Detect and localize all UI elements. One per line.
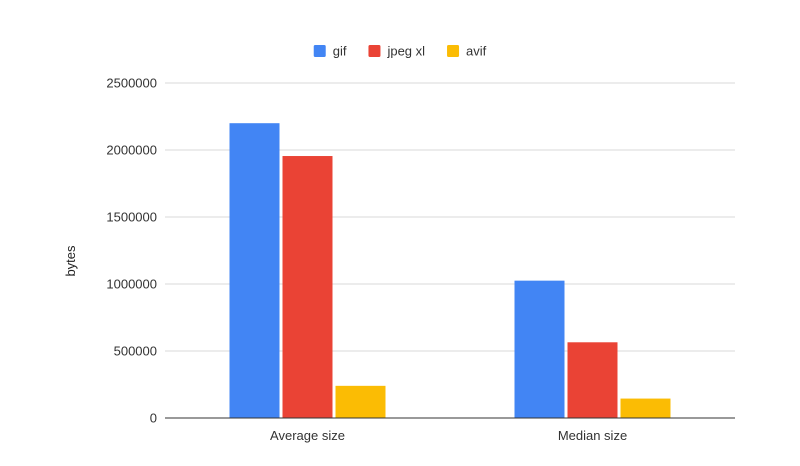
y-tick-label: 0 [150,411,157,426]
legend-swatch [368,45,381,57]
bar-gif-median-size [514,280,565,418]
y-tick-label: 2500000 [106,76,157,91]
legend-swatch [447,45,460,57]
y-axis-label: bytes [63,245,78,277]
y-tick-label: 2000000 [106,143,157,158]
legend-swatch [313,45,326,57]
bar-avif-median-size [620,398,671,418]
bar-jpeg-xl-average-size [282,156,333,418]
legend-item-jpeg-xl: jpeg xl [368,44,425,59]
y-tick-label: 500000 [114,344,157,359]
legend: gif jpeg xl avif [313,44,487,59]
legend-label: avif [466,44,487,59]
y-tick-label: 1500000 [106,210,157,225]
bar-jpeg-xl-median-size [567,342,618,418]
legend-item-avif: avif [447,44,487,59]
x-tick-label: Average size [270,428,345,443]
legend-label: jpeg xl [386,44,425,59]
bars [229,123,671,418]
x-tick-label: Median size [558,428,627,443]
x-axis-ticks: Average size Median size [270,428,627,443]
bar-avif-average-size [335,385,386,418]
bar-gif-average-size [229,123,280,418]
y-tick-label: 1000000 [106,277,157,292]
legend-item-gif: gif [313,44,347,59]
y-axis-ticks: 0 500000 1000000 1500000 2000000 2500000 [106,76,157,426]
legend-label: gif [333,44,347,59]
